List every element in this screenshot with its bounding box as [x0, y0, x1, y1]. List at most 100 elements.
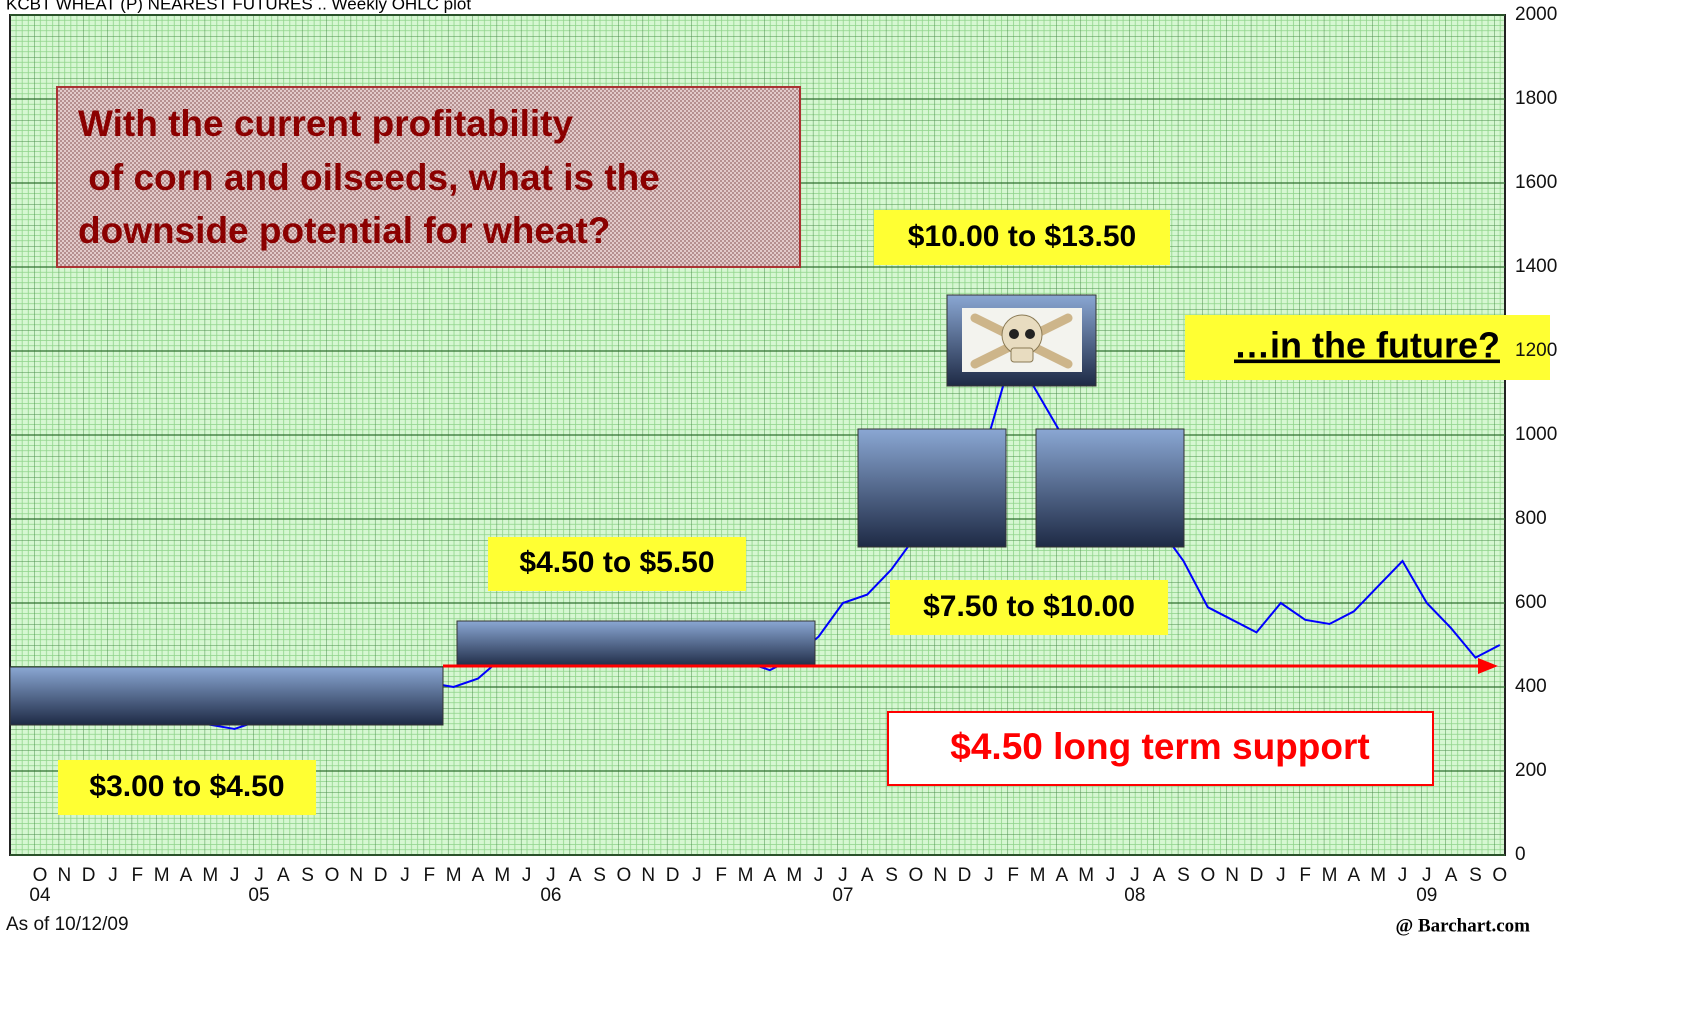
x-year-label: 09	[1416, 885, 1437, 906]
x-tick-label: J	[1106, 865, 1116, 886]
range-label: $4.50 to $5.50	[519, 546, 714, 579]
x-year-label: 06	[540, 885, 561, 906]
y-tick-label: 1400	[1515, 256, 1557, 277]
range-box	[1035, 428, 1185, 548]
x-tick-label: M	[1078, 865, 1094, 886]
y-tick-label: 2000	[1515, 4, 1557, 25]
x-tick-label: J	[838, 865, 848, 886]
x-tick-label: M	[154, 865, 170, 886]
range-box	[9, 666, 444, 726]
x-tick-label: J	[522, 865, 532, 886]
x-tick-label: F	[132, 865, 144, 886]
range-label: $7.50 to $10.00	[923, 590, 1135, 623]
x-tick-label: M	[786, 865, 802, 886]
x-tick-label: J	[814, 865, 824, 886]
question-line: downside potential for wheat?	[78, 210, 610, 251]
x-tick-label: O	[1200, 865, 1215, 886]
x-tick-label: J	[108, 865, 118, 886]
support-label: $4.50 long term support	[950, 726, 1369, 767]
y-tick-label: 1000	[1515, 424, 1557, 445]
x-tick-label: S	[885, 865, 898, 886]
x-tick-label: N	[349, 865, 363, 886]
x-tick-label: J	[400, 865, 410, 886]
y-tick-label: 1800	[1515, 88, 1557, 109]
x-tick-label: F	[1007, 865, 1019, 886]
x-tick-label: J	[1276, 865, 1286, 886]
eye	[1025, 329, 1035, 339]
x-tick-label: F	[1299, 865, 1311, 886]
x-tick-label: M	[202, 865, 218, 886]
x-tick-label: A	[472, 865, 485, 886]
x-tick-label: N	[1225, 865, 1239, 886]
x-tick-label: S	[1469, 865, 1482, 886]
x-tick-label: O	[617, 865, 632, 886]
future-label: …in the future?	[1234, 325, 1500, 366]
x-year-label: 04	[29, 885, 51, 906]
x-tick-label: D	[374, 865, 388, 886]
x-tick-label: J	[984, 865, 994, 886]
x-tick-label: O	[908, 865, 923, 886]
x-tick-label: F	[715, 865, 727, 886]
x-tick-label: M	[1030, 865, 1046, 886]
x-tick-label: D	[1250, 865, 1264, 886]
range-boxes	[9, 294, 1185, 726]
x-tick-label: M	[446, 865, 462, 886]
as-of: As of 10/12/09	[6, 914, 129, 935]
range-box	[857, 428, 1007, 548]
y-tick-label: 200	[1515, 760, 1547, 781]
x-tick-label: O	[325, 865, 340, 886]
label-bg	[488, 537, 746, 591]
x-tick-label: A	[277, 865, 290, 886]
source: @ Barchart.com	[1396, 915, 1531, 936]
label-bg	[1185, 315, 1550, 380]
x-tick-label: O	[33, 865, 48, 886]
eye	[1009, 329, 1019, 339]
x-tick-label: D	[958, 865, 972, 886]
y-tick-label: 400	[1515, 676, 1547, 697]
y-tick-label: 800	[1515, 508, 1547, 529]
range-label: $10.00 to $13.50	[908, 220, 1137, 253]
x-tick-label: A	[861, 865, 874, 886]
x-tick-label: M	[1322, 865, 1338, 886]
x-year-label: 08	[1124, 885, 1145, 906]
x-tick-label: D	[666, 865, 680, 886]
label-bg	[890, 580, 1168, 635]
x-tick-label: A	[1056, 865, 1069, 886]
x-tick-label: J	[1130, 865, 1140, 886]
y-tick-label: 1600	[1515, 172, 1557, 193]
x-tick-label: A	[180, 865, 193, 886]
chart-title: KCBT WHEAT (P) NEAREST FUTURES .. Weekly…	[6, 0, 471, 13]
x-tick-label: O	[1492, 865, 1507, 886]
label-bg	[874, 210, 1170, 265]
x-tick-label: J	[1422, 865, 1432, 886]
jaw	[1010, 347, 1034, 363]
x-tick-label: J	[254, 865, 264, 886]
x-tick-label: N	[933, 865, 947, 886]
x-tick-label: J	[1398, 865, 1408, 886]
question-line: With the current profitability	[78, 103, 573, 144]
range-box	[456, 620, 816, 668]
x-tick-label: M	[494, 865, 510, 886]
x-tick-label: D	[82, 865, 96, 886]
x-tick-label: S	[593, 865, 606, 886]
x-year-label: 07	[832, 885, 853, 906]
x-tick-label: J	[692, 865, 702, 886]
x-tick-label: A	[569, 865, 582, 886]
x-year-label: 05	[248, 885, 269, 906]
question-bg	[56, 86, 801, 268]
x-tick-label: F	[423, 865, 435, 886]
y-tick-label: 0	[1515, 844, 1526, 865]
y-tick-label: 600	[1515, 592, 1547, 613]
x-tick-label: J	[230, 865, 240, 886]
range-label: $3.00 to $4.50	[89, 770, 284, 803]
x-tick-label: M	[738, 865, 754, 886]
x-tick-label: N	[641, 865, 655, 886]
x-tick-label: A	[1347, 865, 1360, 886]
y-tick-label: 1200	[1515, 340, 1557, 361]
label-bg	[58, 760, 316, 815]
x-tick-label: M	[1370, 865, 1386, 886]
skull-icon	[962, 308, 1082, 372]
x-tick-label: A	[764, 865, 777, 886]
